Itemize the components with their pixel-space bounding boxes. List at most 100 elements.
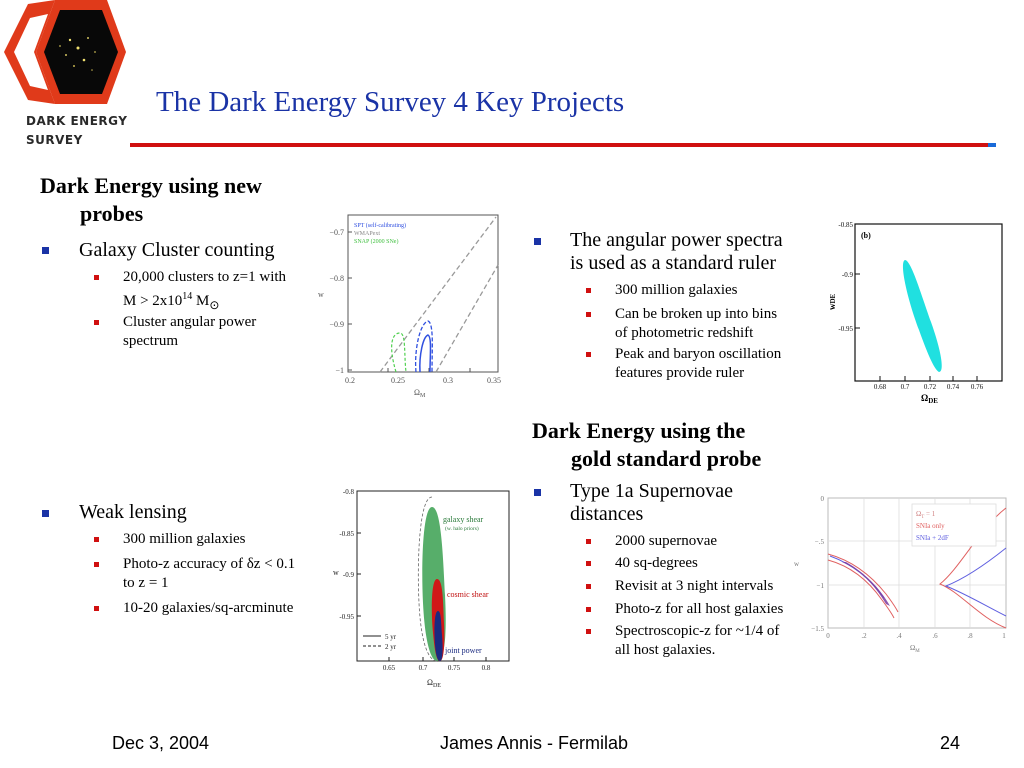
- xtick-label: 0.75: [448, 664, 461, 672]
- combined-constraint-region: [842, 562, 890, 606]
- label-cosmic-shear: cosmic shear: [447, 590, 489, 599]
- legend-omega-t: ΩT = 1: [916, 510, 936, 520]
- xtick-label: 0.65: [383, 664, 396, 672]
- xtick-label: 0.74: [947, 383, 960, 391]
- xtick-label: 0.68: [874, 383, 887, 391]
- sn-sub4: Photo-z for all host galaxies: [615, 601, 784, 617]
- ytick-label: -0.9: [343, 571, 355, 579]
- ytick-label: −1.5: [811, 625, 824, 633]
- weak-sub2-line2: to z = 1: [123, 575, 169, 591]
- legend-snia-2df: SNIa + 2dF: [916, 534, 949, 542]
- angular-sub2: Can be broken up into bins of photometri…: [615, 305, 777, 343]
- sub-bullet-icon: [94, 537, 99, 542]
- weak-sub2: Photo-z accuracy of δz < 0.1 to z = 1: [123, 555, 295, 593]
- sn-sub1: 2000 supernovae: [615, 533, 718, 549]
- sn-sub3: Revisit at 3 night intervals: [615, 578, 774, 594]
- cluster-sub1: 20,000 clusters to z=1 with M > 2x1014 M…: [123, 268, 286, 315]
- ytick-label: -0.85: [339, 530, 354, 538]
- sn-sub2: 40 sq-degrees: [615, 555, 698, 571]
- sub-bullet-icon: [94, 606, 99, 611]
- legend-omega-subscript: T: [921, 515, 924, 520]
- ytick-label: -0.8: [343, 488, 355, 496]
- cluster-bullet: Galaxy Cluster counting: [79, 239, 275, 261]
- xtick-label: .6: [932, 632, 938, 640]
- ytick-label: −.5: [815, 538, 825, 546]
- weak-sub2-line1: Photo-z accuracy of δz < 0.1: [123, 555, 295, 574]
- cluster-sub2-line2: spectrum: [123, 333, 178, 349]
- cluster-sub2: Cluster angular power spectrum: [123, 313, 256, 351]
- sub-bullet-icon: [94, 275, 99, 280]
- constraint-ellipse: [902, 260, 942, 372]
- sub-bullet-icon: [586, 288, 591, 293]
- angular-sub3-line2: features provide ruler: [615, 365, 745, 381]
- footer-date: Dec 3, 2004: [112, 733, 210, 753]
- x-axis-label: ΩM: [414, 388, 426, 399]
- legend-wmap: WMAPext: [354, 231, 380, 237]
- cluster-sub1-line2: M > 2x1014 M⊙: [123, 287, 286, 315]
- xtick-label: 0.25: [391, 376, 405, 385]
- cluster-mass-unit: M: [192, 293, 210, 309]
- label-joint-power: joint power: [444, 646, 482, 655]
- x-axis-subscript: M: [420, 393, 426, 399]
- ytick-label: -0.95: [339, 613, 354, 621]
- x-axis-symbol: Ω: [910, 644, 915, 652]
- label-galaxy-shear-sub: (w. halo priors): [445, 525, 479, 532]
- legend-snia-only: SNIa only: [916, 522, 945, 530]
- angular-bullet: The angular power spectra is used as a s…: [570, 229, 783, 275]
- x-axis-subscript: M: [915, 649, 920, 654]
- angular-line1: The angular power spectra: [570, 229, 783, 251]
- ytick-label: -0.9: [842, 271, 854, 279]
- x-axis-label: ΩDE: [427, 678, 441, 688]
- bullet-icon: [534, 489, 541, 496]
- x-axis-symbol: Ω: [427, 678, 433, 687]
- ytick-label: 0: [821, 495, 825, 503]
- xtick-label: .2: [861, 632, 867, 640]
- y-axis-label: w: [318, 290, 324, 299]
- legend-snap: SNAP (2000 SNe): [354, 238, 398, 245]
- sub-bullet-icon: [586, 629, 591, 634]
- ytick-label: −0.9: [329, 320, 344, 329]
- sub-bullet-icon: [586, 312, 591, 317]
- sub-bullet-icon: [94, 562, 99, 567]
- panel-label: (b): [861, 231, 871, 240]
- supernova-bullet: Type 1a Supernovae distances: [570, 480, 733, 526]
- xtick-label: 0.8: [482, 664, 491, 672]
- left-heading-line2: probes: [80, 201, 144, 226]
- x-axis-subscript: DE: [928, 397, 938, 405]
- cluster-mass-exponent: 14: [182, 291, 193, 302]
- xtick-label: 0.7: [901, 383, 910, 391]
- bullet-icon: [42, 247, 49, 254]
- slide-title: The Dark Energy Survey 4 Key Projects: [156, 86, 625, 118]
- hexagon-logo-icon: [4, 0, 126, 104]
- bullet-icon: [42, 510, 49, 517]
- ytick-label: −1: [335, 366, 344, 375]
- xtick-label: 0.3: [443, 376, 453, 385]
- ytick-label: −1: [817, 582, 825, 590]
- y-axis-label: w: [333, 568, 339, 577]
- sub-bullet-icon: [586, 607, 591, 612]
- xtick-label: 0: [826, 632, 830, 640]
- weak-lensing-plot: -0.8 -0.85 -0.9 -0.95 0.65 0.7 0.75 0.8 …: [333, 488, 510, 688]
- photo-z-text: Photo-z accuracy of: [123, 556, 247, 572]
- sn-sub5-line1: Spectroscopic-z for ~1/4 of: [615, 623, 780, 639]
- sun-symbol: ⊙: [209, 298, 220, 312]
- xtick-label: .8: [967, 632, 973, 640]
- x-axis-subscript: DE: [433, 683, 441, 688]
- xtick-label: 0.7: [419, 664, 428, 672]
- label-galaxy-shear: galaxy shear: [443, 515, 484, 524]
- legend-omega-symbol: Ω: [916, 510, 921, 518]
- cluster-mass-text: M > 2x10: [123, 293, 183, 309]
- footer-author: James Annis - Fermilab: [440, 733, 629, 753]
- bullet-icon: [534, 238, 541, 245]
- logo-line1: DARK ENERGY: [26, 114, 128, 128]
- x-axis-symbol: Ω: [414, 388, 420, 397]
- xtick-label: 0.2: [345, 376, 355, 385]
- delta-symbol: δ: [246, 556, 254, 572]
- y-axis-label: wDE: [827, 293, 837, 310]
- right-heading: Dark Energy using the gold standard prob…: [532, 417, 761, 473]
- joint-power-region: [434, 611, 443, 661]
- des-logo: [0, 0, 130, 150]
- logo-line2: SURVEY: [26, 133, 83, 147]
- xtick-label: 1: [1002, 632, 1006, 640]
- xtick-label: .4: [896, 632, 902, 640]
